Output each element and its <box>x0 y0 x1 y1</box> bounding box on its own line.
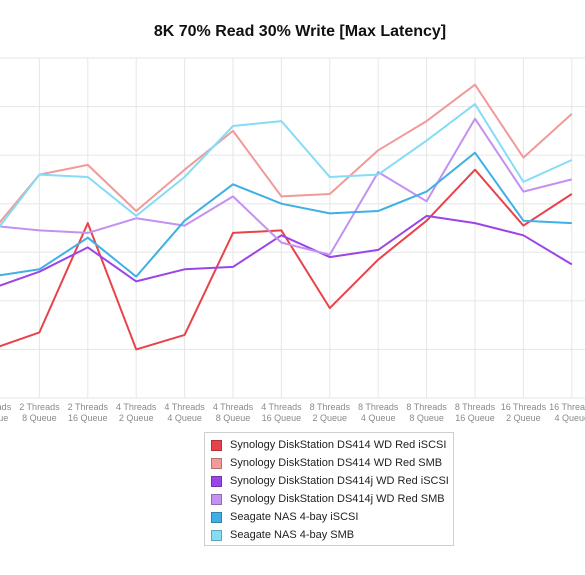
legend-label: Synology DiskStation DS414j WD Red iSCSI <box>230 475 449 487</box>
legend-swatch <box>211 529 222 541</box>
series-line <box>0 103 573 228</box>
x-tick-label: 4 Queue <box>0 413 8 423</box>
x-tick-label: 8 Threads <box>455 402 496 412</box>
chart-title: 8K 70% Read 30% Write [Max Latency] <box>154 23 446 40</box>
legend-label: Seagate NAS 4-bay SMB <box>230 529 355 541</box>
x-tick-label: 4 Threads <box>261 402 302 412</box>
series-line <box>0 83 573 224</box>
x-tick-label: 2 Queue <box>506 413 541 423</box>
legend-swatch <box>211 511 222 523</box>
grid <box>0 57 585 399</box>
x-tick-label: 8 Queue <box>409 413 444 423</box>
series-line <box>0 168 573 351</box>
x-tick-label: 16 Threads <box>501 402 547 412</box>
x-tick-label: 16 Queue <box>68 413 108 423</box>
legend-label: Synology DiskStation DS414j WD Red SMB <box>230 493 445 505</box>
series-line <box>0 117 573 256</box>
x-tick-label: 2 Queue <box>313 413 348 423</box>
x-tick-label: 16 Queue <box>455 413 495 423</box>
x-tick-label: 4 Threads <box>164 402 205 412</box>
x-tick-label: 16 Queue <box>262 413 302 423</box>
series-line <box>0 214 573 287</box>
legend-item: Seagate NAS 4-bay iSCSI <box>211 508 453 526</box>
legend: Synology DiskStation DS414 WD Red iSCSI S… <box>204 432 454 546</box>
x-tick-label: 8 Queue <box>22 413 57 423</box>
x-tick-label: 2 Threads <box>0 402 12 412</box>
legend-label: Seagate NAS 4-bay iSCSI <box>230 511 359 523</box>
x-tick-label: 2 Queue <box>119 413 154 423</box>
legend-swatch <box>211 457 222 469</box>
x-tick-label: 2 Threads <box>19 402 60 412</box>
x-tick-label: 16 Threads <box>549 402 585 412</box>
series-line <box>0 151 572 278</box>
legend-label: Synology DiskStation DS414 WD Red SMB <box>230 457 443 469</box>
legend-swatch <box>211 439 222 451</box>
legend-label: Synology DiskStation DS414 WD Red iSCSI <box>230 439 447 451</box>
legend-item: Seagate NAS 4-bay SMB <box>211 526 453 544</box>
legend-swatch <box>211 493 222 505</box>
x-tick-label: 8 Queue <box>216 413 251 423</box>
series-lines <box>0 83 573 351</box>
x-tick-label: 8 Threads <box>406 402 447 412</box>
x-tick-label: 4 Queue <box>167 413 202 423</box>
legend-swatch <box>211 475 222 487</box>
x-tick-label: 4 Queue <box>555 413 585 423</box>
x-tick-label: 4 Queue <box>361 413 396 423</box>
legend-item: Synology DiskStation DS414 WD Red iSCSI <box>211 436 453 454</box>
legend-item: Synology DiskStation DS414j WD Red SMB <box>211 490 453 508</box>
x-tick-label: 8 Threads <box>358 402 399 412</box>
legend-item: Synology DiskStation DS414 WD Red SMB <box>211 454 453 472</box>
x-tick-label: 4 Threads <box>116 402 157 412</box>
legend-item: Synology DiskStation DS414j WD Red iSCSI <box>211 472 453 490</box>
x-tick-label: 2 Threads <box>68 402 109 412</box>
x-tick-label: 4 Threads <box>213 402 254 412</box>
legend-list: Synology DiskStation DS414 WD Red iSCSI S… <box>211 436 453 544</box>
x-tick-label: 8 Threads <box>310 402 351 412</box>
